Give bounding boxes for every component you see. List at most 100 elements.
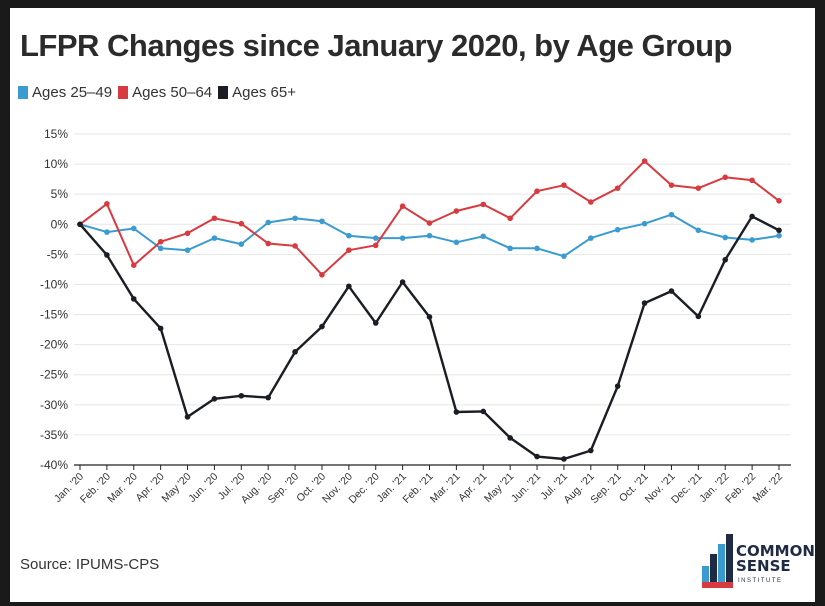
- series-2-point: [534, 454, 540, 460]
- series-2-point: [212, 396, 218, 402]
- series-0-point: [212, 235, 218, 241]
- series-2-point: [669, 288, 675, 294]
- series-1-point: [588, 199, 594, 205]
- series-2-point: [400, 279, 406, 285]
- source-note: Source: IPUMS-CPS: [20, 556, 159, 573]
- series-2-point: [185, 414, 191, 420]
- series-1-point: [239, 221, 245, 227]
- series-0-point: [319, 218, 325, 224]
- x-tick-label: Jun. '21: [509, 471, 543, 505]
- y-tick-label: 0%: [51, 217, 69, 231]
- y-tick-label: -40%: [40, 458, 68, 472]
- series-0-point: [696, 227, 702, 233]
- series-2-point: [696, 314, 702, 320]
- series-2-point: [642, 300, 648, 306]
- series-2-point: [77, 221, 83, 227]
- series-0-point: [534, 246, 540, 252]
- logo-line-2: SENSE: [736, 559, 815, 574]
- y-tick-label: -10%: [40, 277, 68, 291]
- x-tick-label: Mar. '21: [428, 471, 463, 506]
- series-1-point: [749, 178, 755, 184]
- series-2-point: [265, 395, 271, 401]
- series-0-point: [158, 246, 164, 252]
- series-2-point: [749, 214, 755, 220]
- series-0-point: [104, 229, 110, 235]
- series-0-point: [561, 253, 567, 259]
- series-0-point: [373, 235, 379, 241]
- series-0-point: [292, 215, 298, 221]
- y-tick-label: -35%: [40, 428, 68, 442]
- series-1-point: [454, 208, 460, 214]
- series-2-point: [480, 409, 486, 415]
- series-0-point: [642, 221, 648, 227]
- series-0-point: [131, 226, 137, 232]
- series-0-point: [239, 241, 245, 247]
- series-0-point: [776, 233, 782, 239]
- logo-line-3: INSTITUTE: [738, 578, 783, 584]
- series-2-point: [319, 324, 325, 330]
- series-1-point: [642, 158, 648, 164]
- series-0-point: [454, 240, 460, 246]
- series-2-point: [346, 283, 352, 289]
- y-tick-label: -30%: [40, 398, 68, 412]
- y-tick-label: -5%: [47, 247, 69, 261]
- logo-wordmark: COMMON SENSE: [736, 544, 815, 574]
- series-2-point: [454, 409, 460, 415]
- series-0-point: [615, 227, 621, 233]
- series-2-point: [722, 257, 728, 263]
- y-tick-label: -25%: [40, 368, 68, 382]
- y-tick-label: -20%: [40, 338, 68, 352]
- series-1-point: [480, 202, 486, 208]
- series-0-point: [480, 234, 486, 240]
- series-1-point: [561, 182, 567, 188]
- series-2-point: [507, 435, 513, 441]
- series-1-point: [696, 185, 702, 191]
- series-2-point: [158, 326, 164, 332]
- series-1-point: [265, 241, 271, 247]
- series-1-point: [158, 239, 164, 245]
- series-0-point: [507, 246, 513, 252]
- x-tick-label: Mar. '20: [105, 471, 140, 506]
- series-2-point: [292, 349, 298, 355]
- series-0-point: [588, 235, 594, 241]
- series-1-point: [104, 201, 110, 207]
- series-2-point: [615, 383, 621, 389]
- series-2-point: [104, 252, 110, 258]
- x-tick-label: Jun. '20: [186, 471, 220, 505]
- series-2-point: [776, 227, 782, 233]
- y-tick-label: 15%: [44, 127, 68, 141]
- series-2-point: [561, 456, 567, 462]
- y-tick-label: 10%: [44, 157, 68, 171]
- y-tick-label: 5%: [51, 187, 69, 201]
- series-1-point: [212, 215, 218, 221]
- series-0-point: [400, 235, 406, 241]
- series-1-line: [80, 161, 779, 275]
- series-1-point: [776, 198, 782, 204]
- series-2-line: [80, 216, 779, 459]
- series-1-point: [615, 185, 621, 191]
- series-1-point: [427, 220, 433, 226]
- y-tick-label: -15%: [40, 308, 68, 322]
- series-0-point: [265, 220, 271, 226]
- series-0-point: [669, 212, 675, 218]
- series-0-point: [346, 233, 352, 239]
- series-1-point: [373, 243, 379, 249]
- series-2-point: [373, 320, 379, 326]
- series-1-point: [507, 215, 513, 221]
- series-1-point: [131, 262, 137, 268]
- series-1-point: [319, 272, 325, 278]
- series-0-point: [722, 235, 728, 241]
- series-1-point: [185, 231, 191, 237]
- x-tick-label: Mar. '22: [750, 471, 785, 506]
- series-1-point: [400, 203, 406, 209]
- series-2-point: [239, 393, 245, 399]
- series-1-point: [534, 188, 540, 194]
- series-0-point: [749, 237, 755, 243]
- series-0-point: [185, 247, 191, 253]
- series-1-point: [292, 243, 298, 249]
- series-2-point: [427, 314, 433, 320]
- series-1-point: [346, 247, 352, 253]
- series-1-point: [722, 175, 728, 181]
- series-0-point: [427, 233, 433, 239]
